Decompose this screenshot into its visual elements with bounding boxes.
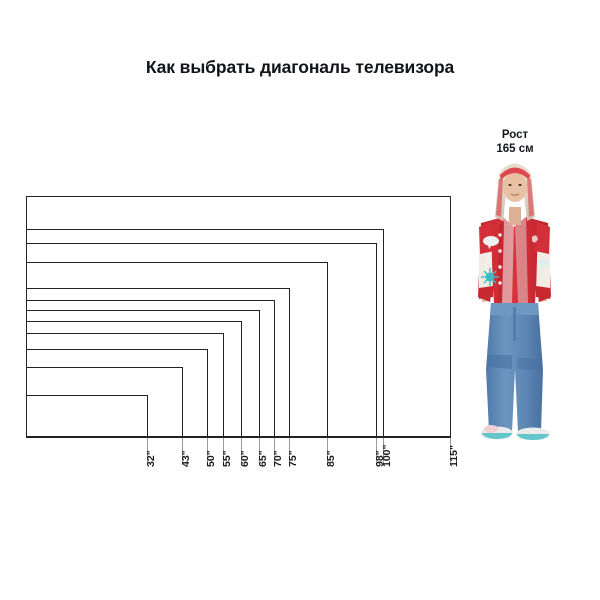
jacket-shoulder-right [535, 222, 550, 254]
tick-115 [450, 438, 451, 465]
patch-sunburst [481, 268, 499, 286]
tick-70 [274, 438, 275, 465]
tick-65 [259, 438, 260, 465]
axis-label-75: 75" [286, 450, 299, 467]
axis-label-70: 70" [271, 450, 284, 467]
axis-label-55: 55" [220, 450, 233, 467]
page-title: Как выбрать диагональ телевизора [145, 57, 455, 77]
axis-label-43: 43" [179, 450, 192, 467]
person-figure [455, 155, 573, 440]
hair-front [501, 163, 529, 177]
axis-label-115: 115" [447, 445, 460, 467]
axis-label-100: 100" [380, 444, 393, 468]
person-height-label-line1: Рост [501, 129, 529, 141]
headband [500, 167, 530, 180]
person-height-label: Рост 165 см [478, 128, 552, 156]
neck [509, 207, 521, 225]
axis-label-85: 85" [324, 450, 337, 467]
tick-50 [207, 438, 208, 465]
patch-chest-right [532, 235, 538, 243]
chart-baseline [26, 436, 451, 438]
tick-32 [147, 438, 148, 465]
patch-speech-bubble-tail [488, 245, 492, 249]
jacket-button-1 [498, 233, 502, 237]
eye-right [518, 183, 522, 187]
axis-label-32: 32" [144, 450, 157, 467]
shoe-right-sole [517, 434, 549, 440]
shoe-left-sole [482, 433, 512, 439]
jacket-collar-left [502, 217, 514, 303]
jacket-cuff-left [479, 286, 493, 299]
jeans-knee-rip-right [517, 358, 541, 371]
tick-85 [327, 438, 328, 465]
jeans-fly-seam [513, 307, 516, 341]
tick-100 [383, 438, 384, 465]
axis-label-65: 65" [256, 450, 269, 467]
tick-75 [289, 438, 290, 465]
jeans-knee-rip-left [488, 355, 512, 369]
axis-label-50: 50" [204, 450, 217, 467]
jacket-collar-right [515, 217, 528, 303]
jacket-button-2 [498, 249, 502, 253]
tv-screen-rect-32 [26, 395, 148, 438]
mouth [510, 193, 520, 196]
patch-sleeve-right [538, 259, 548, 267]
face [503, 172, 527, 202]
hair-strand-pink-left [496, 179, 503, 217]
person-illustration [478, 163, 551, 440]
jeans [486, 303, 543, 432]
shoe-left-accent [484, 425, 498, 433]
axis-label-60: 60" [238, 450, 251, 467]
tick-98 [376, 438, 377, 465]
person-height-label-line2: 165 см [496, 143, 534, 155]
tick-55 [223, 438, 224, 465]
jacket-button-3 [498, 265, 502, 269]
tick-60 [241, 438, 242, 465]
patch-speech-bubble [483, 236, 499, 246]
hair-strand-pink-right [527, 179, 534, 217]
jacket-button-4 [498, 281, 502, 285]
jacket-cuff-right [536, 286, 550, 299]
tick-43 [182, 438, 183, 465]
eye-left [508, 183, 512, 187]
patch-lightning-bolt [485, 253, 492, 268]
